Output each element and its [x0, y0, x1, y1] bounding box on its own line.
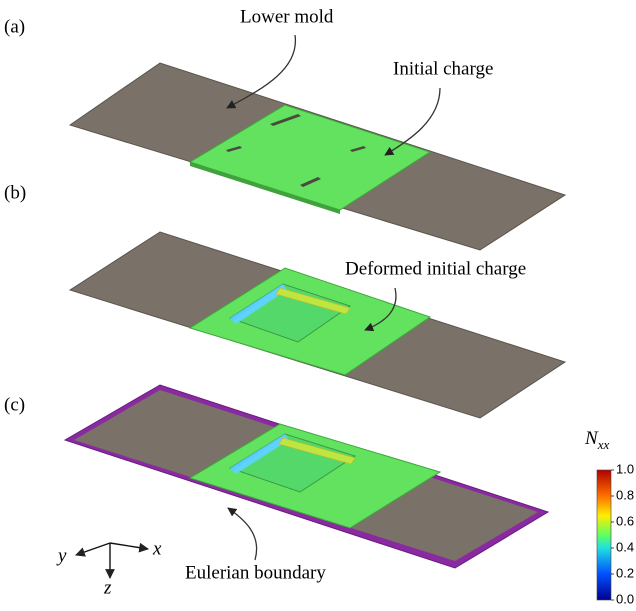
tick-label: 0.8 — [616, 487, 634, 502]
annotation: Eulerian boundary — [185, 562, 326, 583]
colorbar-scale — [597, 470, 611, 600]
axis-label: z — [103, 577, 112, 598]
axis-label: x — [152, 538, 162, 559]
panel-label: (c) — [4, 394, 25, 415]
panel-c: (c) Eulerian boundary — [4, 385, 548, 583]
panel-label: (b) — [4, 182, 26, 203]
axis-label: y — [56, 545, 67, 566]
panel-a: (a) Lower mold Initial charge — [4, 6, 565, 250]
axes-triad: x y z — [56, 538, 162, 598]
colorbar-title: Nxx — [584, 428, 609, 452]
annotation: Deformed initial charge — [345, 258, 526, 279]
tick-label: 0.6 — [616, 513, 634, 528]
panel-label: (a) — [4, 16, 25, 37]
tick-label: 0.4 — [616, 539, 634, 554]
figure: (a) Lower mold Initial charge (b) Deform… — [0, 0, 636, 611]
annotation: Lower mold — [240, 6, 334, 27]
annotation: Initial charge — [393, 58, 493, 79]
tick-label: 0.0 — [616, 591, 634, 606]
tick-label: 0.2 — [616, 565, 634, 580]
colorbar: Nxx 0.0 0.2 0.4 0.6 0.8 1.0 — [584, 428, 634, 606]
subscript: xx — [597, 437, 610, 452]
tick-label: 1.0 — [616, 461, 634, 476]
